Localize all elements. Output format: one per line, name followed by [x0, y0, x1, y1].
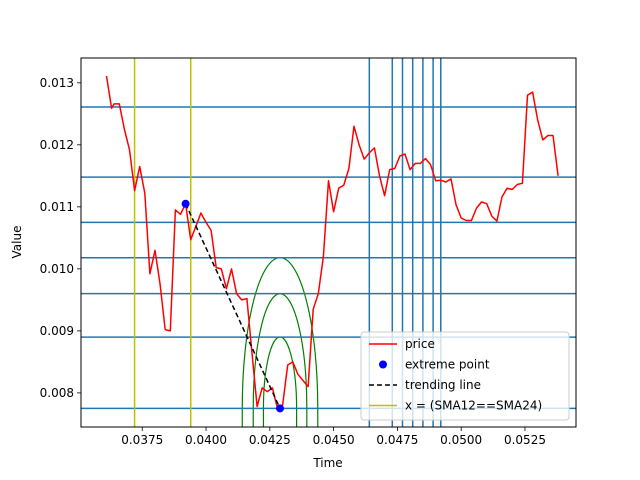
legend-label: price — [405, 337, 435, 351]
x-tick-label: 0.0500 — [440, 433, 482, 447]
y-tick-label: 0.012 — [40, 138, 74, 152]
x-axis-label: Time — [312, 456, 342, 470]
x-tick-label: 0.0525 — [504, 433, 546, 447]
axes-frame — [80, 57, 577, 428]
y-tick-label: 0.009 — [40, 324, 74, 338]
x-axis: 0.0375 0.0400 0.0425 0.0450 0.0475 0.0500 0.05… — [121, 427, 546, 447]
x-tick-label: 0.0425 — [249, 433, 291, 447]
y-axis: 0.008 0.009 0.010 0.011 0.012 0.013 — [40, 76, 81, 400]
y-tick-label: 0.010 — [40, 262, 74, 276]
y-tick-label: 0.008 — [40, 386, 74, 400]
x-tick-label: 0.0475 — [376, 433, 418, 447]
extreme-point-1 — [181, 199, 190, 208]
legend-label: extreme point — [405, 358, 490, 372]
legend-box — [360, 331, 570, 421]
legend-marker — [379, 360, 387, 369]
y-tick-label: 0.011 — [40, 200, 74, 214]
trending-line — [184, 203, 281, 409]
x-tick-label: 0.0375 — [121, 433, 163, 447]
price-line — [105, 75, 559, 410]
y-axis-label: Value — [10, 226, 24, 259]
legend-label: x = (SMA12==SMA24) — [405, 399, 542, 413]
legend: price extreme point trending line x = (SMA1… — [360, 331, 570, 421]
extreme-point-2 — [276, 404, 285, 413]
x-tick-label: 0.0450 — [313, 433, 355, 447]
y-tick-label: 0.013 — [40, 76, 74, 90]
legend-label: trending line — [405, 378, 481, 392]
x-tick-label: 0.0400 — [185, 433, 227, 447]
